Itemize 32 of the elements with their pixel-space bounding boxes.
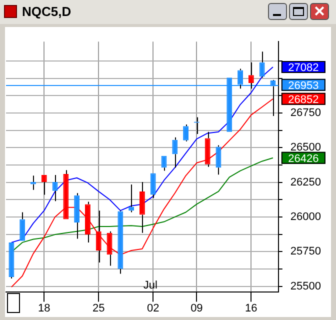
y-tick-label: 26500	[290, 142, 322, 154]
candlestick	[63, 170, 69, 220]
chart-title: NQC5,D	[22, 4, 72, 19]
candlestick	[118, 211, 124, 274]
data-label: 27082	[288, 62, 319, 74]
candlestick	[85, 201, 90, 243]
candlestick	[8, 242, 14, 279]
candlestick	[96, 210, 102, 264]
y-tick-label: 26250	[290, 176, 322, 188]
data-label: 26426	[288, 152, 319, 165]
candlestick	[150, 173, 156, 198]
x-tick-label: 09	[190, 302, 203, 314]
candlestick	[20, 212, 26, 241]
annotation: Jul	[143, 279, 158, 292]
y-tick-label: 25500	[290, 280, 322, 292]
x-tick-label: 25	[92, 302, 105, 314]
y-tick-label: 26000	[290, 210, 322, 223]
candlestick	[139, 182, 145, 234]
x-tick-label: 18	[38, 302, 50, 314]
x-tick-label: 16	[245, 302, 258, 314]
y-tick-label: 25750	[290, 246, 322, 258]
candlestick	[172, 136, 178, 168]
data-label: 26852	[288, 94, 319, 106]
candlestick	[41, 174, 47, 196]
candlestick	[74, 192, 80, 240]
candlestick	[204, 131, 210, 168]
ref-line-label: 26953	[288, 80, 319, 92]
candlestick	[259, 51, 265, 78]
candlestick	[52, 174, 58, 202]
y-tick-label: 26750	[290, 107, 322, 120]
x-tick-label: 02	[146, 302, 160, 314]
candlestick	[183, 124, 189, 142]
